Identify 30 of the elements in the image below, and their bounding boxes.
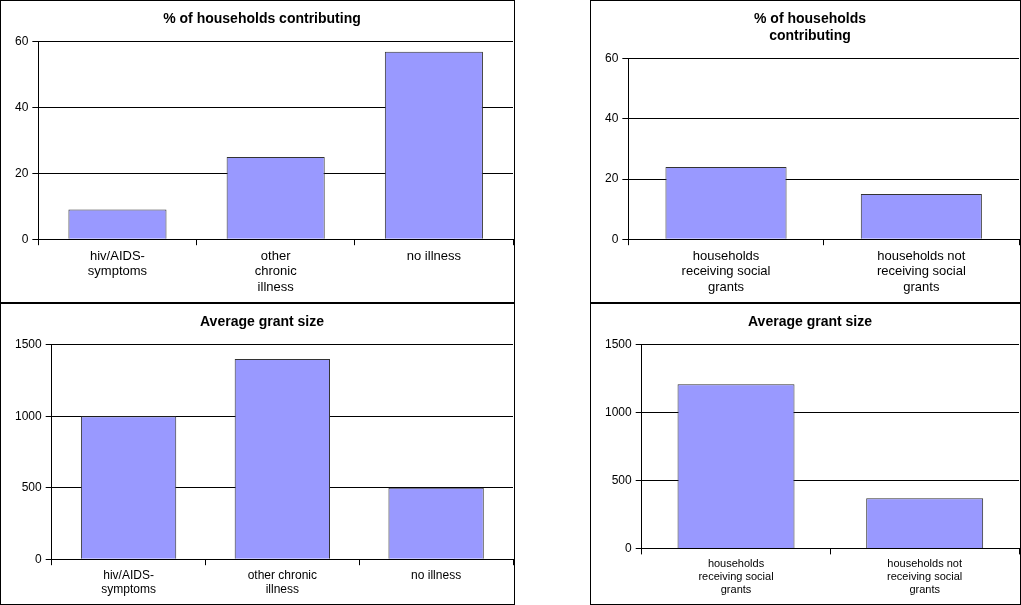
x-tick-label: households not receiving social grants: [887, 557, 963, 596]
x-tick-label: no illness: [411, 567, 462, 582]
y-tick-label: 1500: [604, 337, 633, 352]
y-tick-label: 0: [21, 231, 29, 246]
y-tick-label: 1000: [14, 408, 43, 423]
x-tick-label: hiv/AIDS-symptoms: [101, 567, 156, 597]
y-tick-label: 500: [21, 480, 43, 495]
y-tick-label: 0: [625, 540, 633, 555]
x-tick-label: households receiving social grants: [698, 557, 774, 596]
y-tick-label: 0: [35, 551, 43, 566]
chart-title: Average grant size: [748, 313, 873, 330]
x-tick-label: other chronic illness: [247, 567, 318, 597]
y-tick-label: 0: [611, 231, 619, 246]
y-tick-label: 40: [604, 111, 619, 126]
y-tick-label: 20: [604, 171, 619, 186]
y-tick-label: 60: [604, 50, 619, 65]
y-tick-label: 1500: [14, 337, 43, 352]
chart-title: % of households contributing: [163, 10, 361, 27]
x-tick-label: other chronic illness: [254, 247, 298, 294]
x-tick-label: no illness: [406, 247, 462, 263]
y-tick-label: 40: [14, 99, 29, 114]
y-tick-label: 500: [611, 472, 633, 487]
y-tick-label: 1000: [604, 404, 633, 419]
x-tick-label: households not receiving social grants: [876, 247, 966, 294]
chart-title: % of households contributing: [754, 10, 867, 44]
chart-title: Average grant size: [200, 313, 325, 330]
x-tick-label: households receiving social grants: [681, 247, 771, 294]
y-tick-label: 60: [14, 34, 29, 49]
y-tick-label: 20: [14, 165, 29, 180]
x-tick-label: hiv/AIDS-symptoms: [87, 247, 148, 279]
